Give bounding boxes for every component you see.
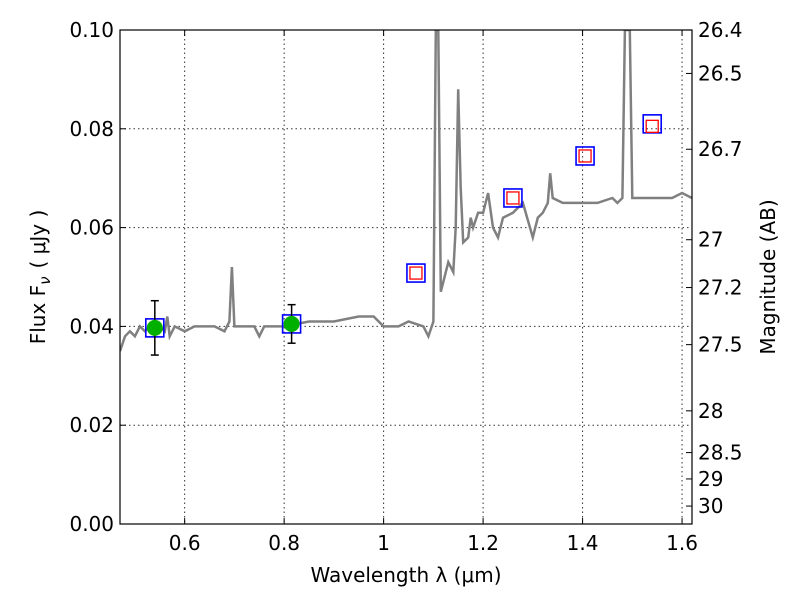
- x-tick-label: 1.2: [467, 531, 499, 555]
- y2-tick-label: 30: [698, 494, 723, 518]
- tick-layer: 0.6 0.8 1 1.2 1.4 1.6 0.00 0.02 0.04 0.06 0.08 0.10…: [69, 18, 742, 555]
- y2-tick-label: 27: [698, 228, 723, 252]
- y-axis-title-main: Flux F: [26, 285, 50, 344]
- y2-tick-label: 26.5: [698, 61, 743, 85]
- model-photometry-square: [503, 188, 523, 208]
- y-tick-label: 0.06: [69, 216, 114, 240]
- x-tick-label: 1.4: [567, 531, 599, 555]
- y-axis-title-unit: ( μJy ): [26, 210, 50, 269]
- x-tick-label: 1: [377, 531, 390, 555]
- x-tick-label: 0.8: [268, 531, 300, 555]
- grid-lines: [120, 30, 692, 524]
- y2-tick-label: 29: [698, 467, 723, 491]
- x-tick-label: 0.6: [169, 531, 201, 555]
- x-axis-title: Wavelength λ (μm): [310, 563, 501, 587]
- y-tick-label: 0.02: [69, 413, 114, 437]
- y2-tick-label: 27.5: [698, 333, 743, 357]
- marker-layer: [145, 114, 663, 356]
- y-tick-label: 0.10: [69, 18, 114, 42]
- y-axis-title-sub: ν: [36, 276, 54, 284]
- y2-tick-label: 27.2: [698, 276, 743, 300]
- plot-frame: [119, 29, 693, 525]
- spectrum-line: [120, 30, 692, 352]
- y2-tick-label: 26.4: [698, 18, 743, 42]
- y2-tick-label: 28: [698, 399, 723, 423]
- y2-axis-title: Magnitude (AB): [756, 199, 780, 354]
- y2-tick-label: 28.5: [698, 441, 743, 465]
- upper-limit-square: [578, 149, 592, 163]
- y-axis-title: Flux Fν ( μJy ): [26, 210, 54, 345]
- detection-point: [146, 319, 163, 336]
- spectrum-layer: [120, 30, 692, 352]
- upper-limit-square: [645, 119, 659, 133]
- y-tick-label: 0.04: [69, 314, 114, 338]
- upper-limit-square: [506, 191, 520, 205]
- y2-tick-label: 26.7: [698, 137, 743, 161]
- model-photometry-square: [406, 263, 426, 283]
- y-tick-label: 0.00: [69, 512, 114, 536]
- x-tick-label: 1.6: [666, 531, 698, 555]
- detection-point: [283, 315, 300, 332]
- y-tick-label: 0.08: [69, 117, 114, 141]
- upper-limit-square: [409, 266, 423, 280]
- model-photometry-square: [575, 146, 595, 166]
